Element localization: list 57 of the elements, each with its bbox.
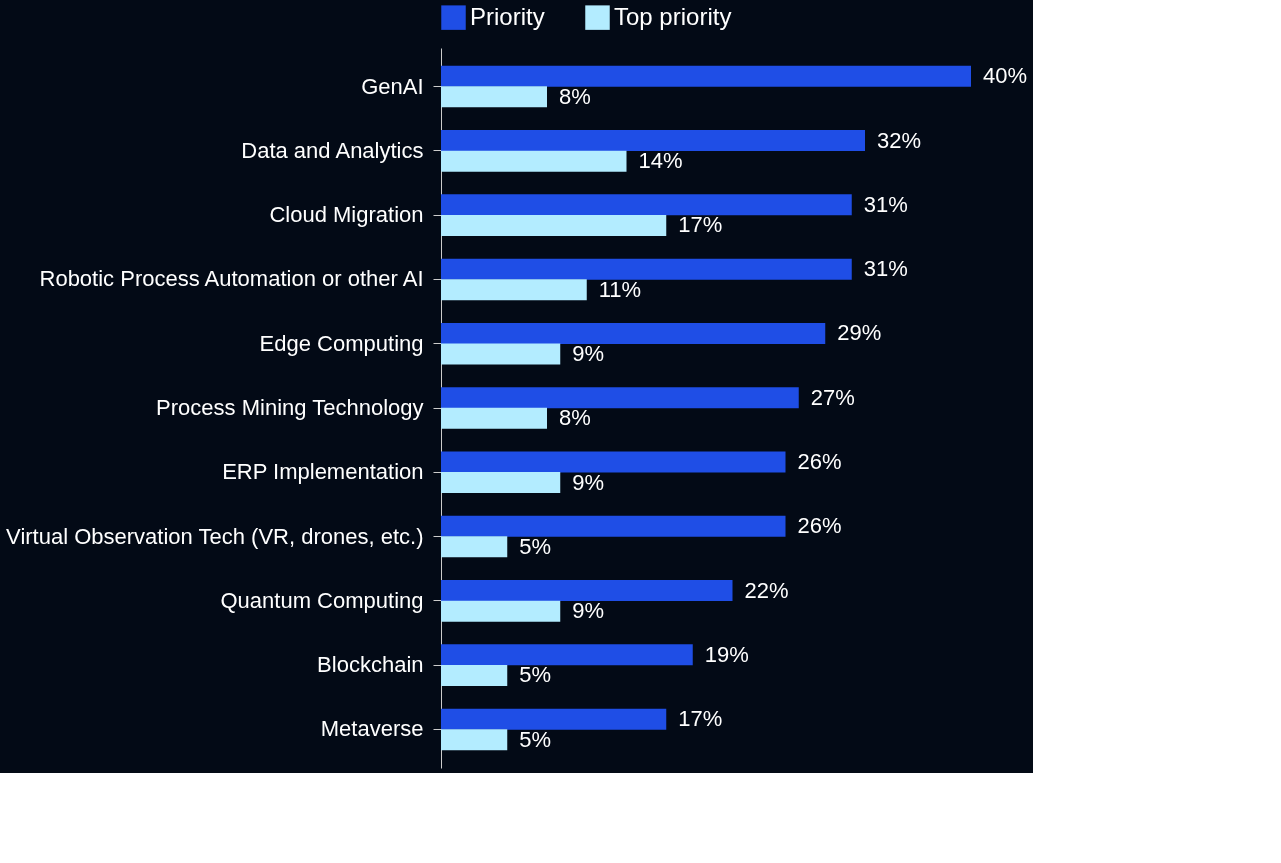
bar bbox=[441, 472, 561, 494]
data-label: 5% bbox=[519, 533, 552, 559]
y-tick-label: Data and Analytics bbox=[241, 137, 424, 163]
bar bbox=[441, 130, 865, 152]
y-tick-label: Process Mining Technology bbox=[156, 395, 424, 420]
bar bbox=[441, 708, 667, 730]
bar bbox=[441, 600, 561, 622]
bar bbox=[441, 150, 627, 172]
data-label: 17% bbox=[678, 212, 723, 238]
data-label: 29% bbox=[837, 320, 882, 346]
data-label: 11% bbox=[598, 276, 642, 302]
bar bbox=[441, 580, 733, 602]
bar bbox=[441, 664, 508, 686]
y-tick-label: Metaverse bbox=[320, 716, 424, 742]
legend-label: Top priority bbox=[614, 2, 732, 30]
legend-label: Priority bbox=[470, 2, 545, 30]
data-label: 9% bbox=[572, 341, 605, 366]
data-label: 19% bbox=[704, 641, 749, 667]
bar bbox=[441, 258, 852, 280]
bar bbox=[441, 214, 667, 236]
bar bbox=[441, 322, 826, 344]
data-label: 14% bbox=[638, 148, 683, 174]
data-label: 17% bbox=[678, 706, 723, 732]
data-label: 31% bbox=[863, 191, 908, 217]
data-label: 8% bbox=[559, 405, 591, 431]
bar bbox=[441, 194, 852, 216]
bar bbox=[441, 451, 786, 473]
bar bbox=[441, 279, 587, 301]
bar bbox=[441, 86, 547, 108]
data-label: 22% bbox=[744, 577, 789, 603]
y-tick-label: Virtual Observation Tech (VR, drones, etc.) bbox=[6, 523, 424, 549]
data-label: 26% bbox=[797, 513, 842, 539]
y-tick-label: Edge Computing bbox=[259, 330, 424, 356]
data-label: 31% bbox=[863, 256, 908, 282]
data-label: 27% bbox=[810, 384, 855, 410]
data-label: 5% bbox=[519, 726, 552, 752]
bar bbox=[441, 644, 693, 666]
data-label: 9% bbox=[572, 598, 605, 624]
y-tick-label: ERP Implementation bbox=[222, 459, 424, 485]
data-label: 8% bbox=[559, 83, 591, 109]
bar bbox=[441, 407, 547, 429]
data-label: 5% bbox=[519, 662, 552, 688]
bar bbox=[441, 343, 561, 365]
y-tick-label: Quantum Computing bbox=[220, 587, 424, 613]
y-tick-label: Robotic Process Automation or other AI bbox=[39, 266, 424, 292]
y-tick-label: Blockchain bbox=[317, 652, 424, 678]
bar bbox=[441, 515, 786, 537]
y-tick-label: Cloud Migration bbox=[269, 202, 424, 228]
y-tick-label: GenAI bbox=[361, 73, 424, 99]
data-label: 40% bbox=[983, 63, 1028, 89]
bar bbox=[441, 65, 971, 87]
bar bbox=[441, 729, 508, 751]
data-label: 32% bbox=[877, 127, 922, 153]
data-label: 9% bbox=[572, 469, 605, 495]
bar bbox=[441, 387, 799, 409]
data-label: 26% bbox=[797, 449, 842, 474]
bar bbox=[441, 536, 508, 558]
